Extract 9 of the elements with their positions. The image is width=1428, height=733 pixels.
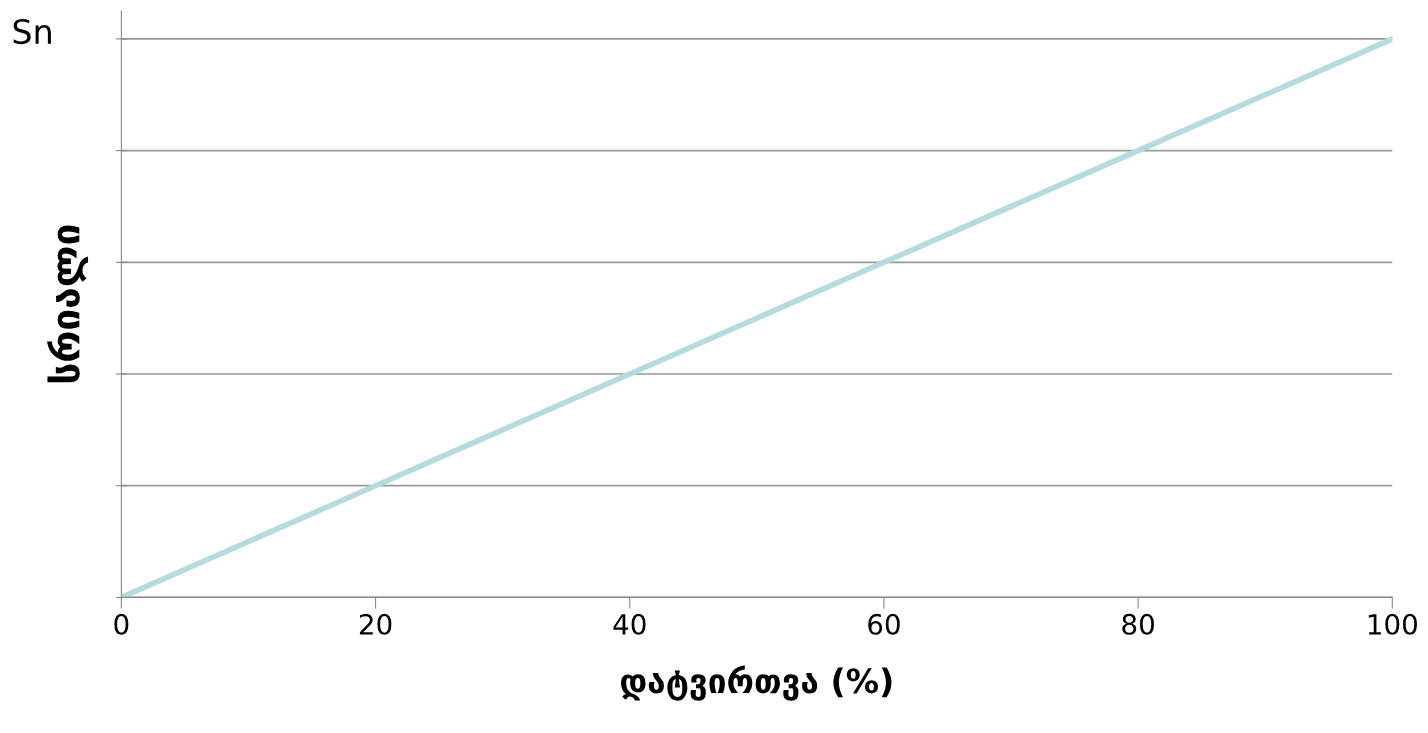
x-tick-label: 60 [868, 613, 900, 635]
y-axis-title: სრიალი [47, 225, 89, 383]
x-tick-label: 100 [1368, 613, 1417, 635]
x-tick-label: 40 [613, 613, 646, 635]
x-axis-title: დატვირთვა (%) [620, 665, 892, 701]
text: Sn [13, 18, 51, 45]
x-tick-label: 0 [114, 613, 129, 635]
x-tick-label: 20 [359, 613, 392, 635]
x-tick-label: 80 [1122, 613, 1154, 635]
